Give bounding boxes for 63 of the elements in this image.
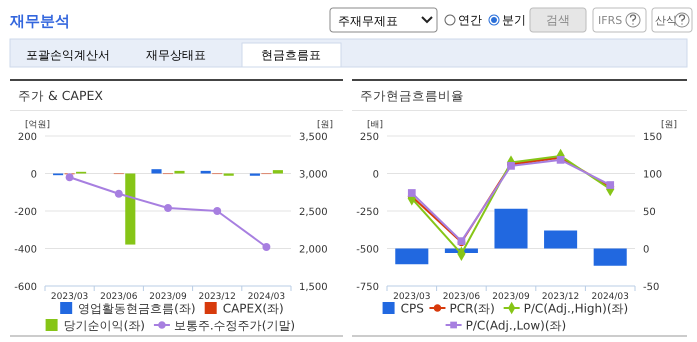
x-tick-label: 2023/12 — [198, 292, 236, 302]
y-axis-title: [억원] — [25, 120, 50, 130]
text: 검색 — [546, 13, 570, 27]
y-tick-label: -250 — [356, 207, 379, 218]
text: 재무분석 — [9, 12, 70, 30]
text: 포괄손익계산서 — [26, 48, 110, 62]
y-tick-label: -400 — [14, 244, 37, 256]
legend-label: CAPEX(좌) — [222, 302, 284, 316]
legend-label: P/C(Adj.,High)(좌) — [524, 302, 628, 316]
y2-tick-label: 150 — [643, 132, 662, 143]
x-tick-label: 2023/03 — [50, 292, 88, 302]
y-tick-label: -200 — [14, 207, 37, 218]
text: 분기 — [502, 13, 526, 27]
point — [213, 207, 222, 215]
y-tick-label: -500 — [356, 244, 379, 256]
point — [408, 189, 416, 197]
text: IFRS — [598, 14, 622, 27]
y-tick-label: 0 — [30, 170, 37, 180]
legend-label: 보통주.수정주가(기말) — [174, 318, 296, 332]
legend-label: P/C(Adj.,Low)(좌) — [466, 318, 566, 332]
y2-tick-label: 100 — [643, 170, 662, 180]
bar — [494, 208, 528, 248]
y2-tick-label: 0 — [643, 244, 650, 256]
y2-tick-label: 2,000 — [299, 244, 328, 256]
x-tick-label: 2024/03 — [248, 292, 286, 302]
x-tick-label: 2024/03 — [592, 292, 629, 302]
y-axis-title: [배] — [367, 120, 384, 130]
y-tick-label: -750 — [356, 282, 379, 293]
y2-tick-label: 2,500 — [299, 207, 328, 218]
y2-axis-title: [원] — [316, 120, 333, 130]
bar — [544, 230, 578, 248]
y2-tick-label: 3,000 — [299, 170, 328, 180]
x-tick-label: 2023/03 — [393, 292, 430, 302]
legend-label: 영업활동현금흐름(좌) — [78, 302, 196, 316]
y-tick-label: 0 — [372, 170, 379, 180]
legend-label: PCR(좌) — [449, 302, 495, 316]
x-tick-label: 2023/12 — [542, 292, 580, 302]
legend-label: CPS — [400, 302, 424, 316]
bar — [594, 248, 627, 266]
x-tick-label: 2023/09 — [492, 292, 530, 302]
y2-axis-title: [원] — [660, 120, 677, 130]
chart-title: 주가 & CAPEX — [18, 88, 104, 103]
x-tick-label: 2023/06 — [442, 292, 480, 302]
y2-tick-label: 3,500 — [299, 132, 328, 143]
y2-tick-label: 50 — [643, 207, 656, 218]
text: 재무상태표 — [146, 48, 206, 62]
text: 주재무제표 — [338, 14, 398, 28]
y2-tick-label: -50 — [643, 282, 660, 293]
y-tick-label: -600 — [14, 282, 37, 293]
x-tick-label: 2023/09 — [149, 292, 187, 302]
bar — [395, 248, 428, 264]
x-tick-label: 2023/06 — [100, 292, 138, 302]
y2-tick-label: 1,500 — [299, 282, 328, 293]
text: 현금흐름표 — [261, 48, 321, 62]
legend-label: 당기순이익(좌) — [64, 318, 145, 332]
y-tick-label: 250 — [360, 132, 379, 143]
point — [114, 190, 123, 198]
text: 연간 — [458, 13, 482, 27]
point — [262, 243, 270, 251]
y-tick-label: 200 — [18, 132, 37, 143]
chart-title: 주가현금흐름비율 — [360, 88, 464, 103]
point — [66, 173, 74, 182]
point — [164, 204, 172, 212]
